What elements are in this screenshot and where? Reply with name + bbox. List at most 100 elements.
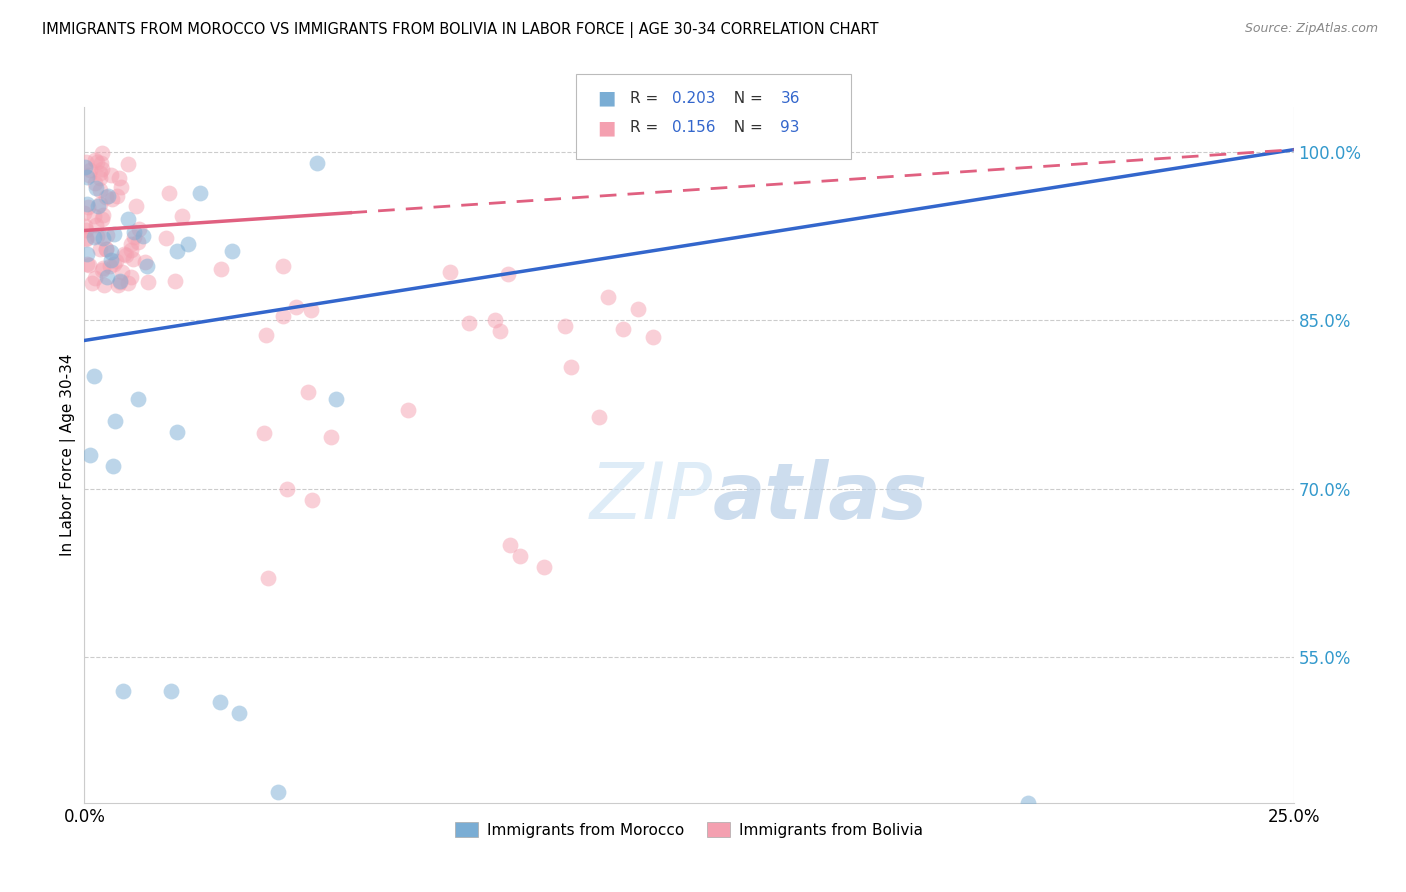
- Point: [136, 259, 159, 273]
- Point: [100, 244, 122, 259]
- Point: [91, 208, 114, 222]
- Text: 36: 36: [780, 91, 800, 105]
- Point: [75, 231, 97, 245]
- Point: [190, 186, 212, 200]
- Point: [128, 222, 150, 236]
- Point: [73, 205, 96, 219]
- Point: [305, 156, 328, 170]
- Text: 93: 93: [780, 120, 800, 135]
- Point: [325, 392, 347, 406]
- Text: 0.203: 0.203: [672, 91, 716, 105]
- Point: [100, 192, 122, 206]
- Text: atlas: atlas: [713, 458, 928, 534]
- Legend: Immigrants from Morocco, Immigrants from Bolivia: Immigrants from Morocco, Immigrants from…: [449, 815, 929, 844]
- Text: Source: ZipAtlas.com: Source: ZipAtlas.com: [1244, 22, 1378, 36]
- Point: [276, 482, 298, 496]
- Point: [499, 538, 522, 552]
- Point: [91, 231, 114, 245]
- Point: [554, 318, 576, 333]
- Point: [76, 197, 98, 211]
- Text: R =: R =: [630, 91, 664, 105]
- Point: [89, 166, 111, 180]
- Point: [134, 255, 156, 269]
- Point: [73, 219, 96, 233]
- Point: [254, 328, 277, 343]
- Point: [1017, 796, 1039, 810]
- Point: [297, 385, 319, 400]
- Point: [271, 309, 294, 323]
- Point: [124, 199, 146, 213]
- Point: [117, 157, 139, 171]
- Point: [643, 330, 665, 344]
- Point: [496, 267, 519, 281]
- Point: [90, 162, 112, 177]
- Point: [79, 448, 101, 462]
- Text: N =: N =: [724, 120, 768, 135]
- Point: [75, 232, 97, 246]
- Point: [160, 683, 183, 698]
- Point: [94, 242, 117, 256]
- Point: [458, 316, 481, 330]
- Point: [82, 277, 104, 291]
- Text: 0.156: 0.156: [672, 120, 716, 135]
- Point: [122, 225, 145, 239]
- Y-axis label: In Labor Force | Age 30-34: In Labor Force | Age 30-34: [60, 353, 76, 557]
- Point: [96, 228, 118, 243]
- Point: [124, 230, 146, 244]
- Point: [75, 223, 97, 237]
- Point: [267, 784, 290, 798]
- Point: [177, 237, 200, 252]
- Point: [157, 186, 180, 200]
- Point: [228, 706, 250, 720]
- Point: [209, 261, 232, 276]
- Point: [110, 180, 132, 194]
- Point: [86, 154, 108, 169]
- Point: [101, 459, 124, 474]
- Text: IMMIGRANTS FROM MOROCCO VS IMMIGRANTS FROM BOLIVIA IN LABOR FORCE | AGE 30-34 CO: IMMIGRANTS FROM MOROCCO VS IMMIGRANTS FR…: [42, 22, 879, 38]
- Point: [588, 410, 610, 425]
- Point: [509, 549, 531, 563]
- Point: [86, 181, 108, 195]
- Point: [86, 199, 108, 213]
- Point: [484, 313, 506, 327]
- Point: [84, 271, 107, 285]
- Point: [79, 163, 101, 178]
- Point: [122, 252, 145, 266]
- Point: [83, 369, 105, 384]
- Point: [105, 189, 128, 203]
- Point: [76, 246, 98, 260]
- Point: [253, 425, 276, 440]
- Point: [89, 170, 111, 185]
- Point: [104, 414, 127, 428]
- Point: [155, 231, 177, 245]
- Point: [77, 168, 100, 182]
- Point: [103, 227, 125, 241]
- Point: [75, 155, 97, 169]
- Point: [86, 228, 108, 243]
- Point: [77, 258, 100, 272]
- Point: [90, 156, 112, 170]
- Point: [91, 145, 114, 160]
- Point: [111, 265, 134, 279]
- Point: [93, 278, 115, 293]
- Point: [301, 492, 323, 507]
- Point: [77, 200, 100, 214]
- Point: [170, 209, 193, 223]
- Text: N =: N =: [724, 91, 768, 105]
- Point: [100, 168, 122, 182]
- Point: [100, 260, 122, 274]
- Point: [257, 571, 280, 585]
- Point: [612, 322, 634, 336]
- Point: [115, 248, 138, 262]
- Point: [89, 183, 111, 197]
- Point: [627, 301, 650, 316]
- Text: R =: R =: [630, 120, 664, 135]
- Point: [271, 259, 294, 273]
- Point: [89, 243, 111, 257]
- Point: [598, 290, 620, 304]
- Point: [221, 244, 243, 258]
- Point: [84, 218, 107, 232]
- Point: [208, 695, 231, 709]
- Point: [91, 263, 114, 277]
- Point: [107, 278, 129, 293]
